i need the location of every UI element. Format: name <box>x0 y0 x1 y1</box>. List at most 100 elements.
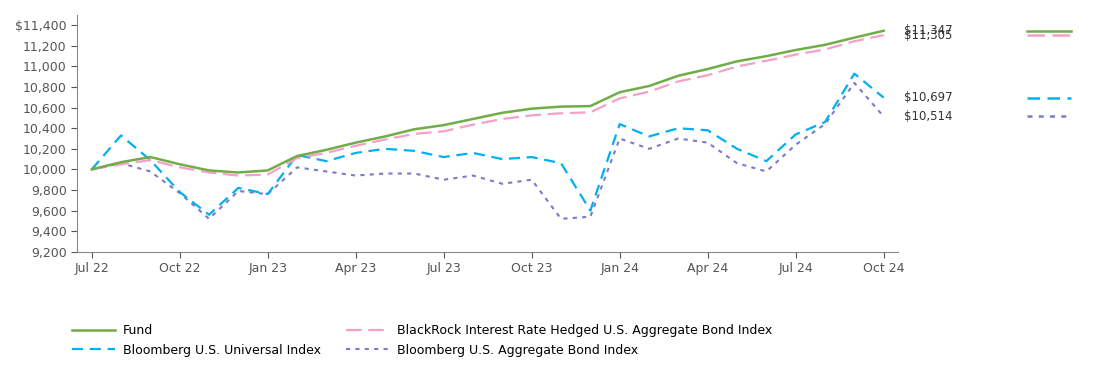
BlackRock Interest Rate Hedged U.S. Aggregate Bond Index <box>173 165 186 170</box>
BlackRock Interest Rate Hedged U.S. Aggregate Bond Index <box>701 73 714 77</box>
Fund <box>818 43 831 47</box>
Legend: Fund, Bloomberg U.S. Universal Index, BlackRock Interest Rate Hedged U.S. Aggreg: Fund, Bloomberg U.S. Universal Index, Bl… <box>71 324 772 356</box>
Bloomberg U.S. Universal Index <box>408 149 421 153</box>
Bloomberg U.S. Universal Index <box>525 155 538 159</box>
Bloomberg U.S. Aggregate Bond Index <box>438 177 451 182</box>
Bloomberg U.S. Universal Index <box>349 151 362 155</box>
Bloomberg U.S. Universal Index <box>232 186 245 190</box>
Fund <box>789 48 802 52</box>
Fund <box>379 134 392 139</box>
Fund <box>760 54 773 58</box>
Text: $10,514: $10,514 <box>905 110 953 123</box>
Bloomberg U.S. Universal Index <box>379 147 392 151</box>
Fund <box>466 117 479 121</box>
Fund <box>319 148 333 152</box>
Bloomberg U.S. Universal Index <box>261 192 275 196</box>
Fund <box>848 35 861 40</box>
Bloomberg U.S. Universal Index <box>613 122 626 126</box>
Bloomberg U.S. Aggregate Bond Index <box>202 217 216 221</box>
Fund <box>202 168 216 173</box>
Bloomberg U.S. Universal Index <box>173 190 186 194</box>
Bloomberg U.S. Aggregate Bond Index <box>319 169 333 174</box>
BlackRock Interest Rate Hedged U.S. Aggregate Bond Index <box>466 122 479 127</box>
Bloomberg U.S. Universal Index <box>818 120 831 124</box>
BlackRock Interest Rate Hedged U.S. Aggregate Bond Index <box>202 170 216 175</box>
Fund <box>438 123 451 127</box>
Text: $11,347: $11,347 <box>905 24 953 37</box>
Bloomberg U.S. Universal Index <box>438 155 451 159</box>
Bloomberg U.S. Universal Index <box>555 161 568 166</box>
Fund <box>85 167 98 171</box>
Bloomberg U.S. Aggregate Bond Index <box>731 161 744 166</box>
Fund <box>173 162 186 167</box>
Bloomberg U.S. Aggregate Bond Index <box>466 173 479 178</box>
Fund <box>349 140 362 145</box>
Bloomberg U.S. Universal Index <box>115 133 128 138</box>
Bloomberg U.S. Universal Index <box>672 126 685 131</box>
Fund <box>555 105 568 109</box>
Bloomberg U.S. Aggregate Bond Index <box>818 122 831 126</box>
Bloomberg U.S. Aggregate Bond Index <box>760 169 773 174</box>
BlackRock Interest Rate Hedged U.S. Aggregate Bond Index <box>115 162 128 167</box>
Fund <box>232 170 245 175</box>
BlackRock Interest Rate Hedged U.S. Aggregate Bond Index <box>438 129 451 134</box>
Bloomberg U.S. Aggregate Bond Index <box>613 136 626 141</box>
Bloomberg U.S. Aggregate Bond Index <box>379 171 392 176</box>
Fund <box>701 67 714 71</box>
BlackRock Interest Rate Hedged U.S. Aggregate Bond Index <box>584 110 597 115</box>
BlackRock Interest Rate Hedged U.S. Aggregate Bond Index <box>731 64 744 69</box>
Bloomberg U.S. Universal Index <box>642 134 655 139</box>
BlackRock Interest Rate Hedged U.S. Aggregate Bond Index <box>525 113 538 118</box>
Bloomberg U.S. Universal Index <box>319 159 333 163</box>
Bloomberg U.S. Aggregate Bond Index <box>85 167 98 171</box>
Bloomberg U.S. Aggregate Bond Index <box>115 161 128 166</box>
Line: Bloomberg U.S. Aggregate Bond Index: Bloomberg U.S. Aggregate Bond Index <box>92 83 884 219</box>
Bloomberg U.S. Universal Index <box>85 167 98 171</box>
Bloomberg U.S. Aggregate Bond Index <box>261 192 275 196</box>
Bloomberg U.S. Aggregate Bond Index <box>496 182 509 186</box>
BlackRock Interest Rate Hedged U.S. Aggregate Bond Index <box>613 96 626 100</box>
Fund <box>261 168 275 173</box>
Bloomberg U.S. Universal Index <box>701 128 714 132</box>
BlackRock Interest Rate Hedged U.S. Aggregate Bond Index <box>818 47 831 52</box>
Bloomberg U.S. Universal Index <box>584 208 597 213</box>
BlackRock Interest Rate Hedged U.S. Aggregate Bond Index <box>789 52 802 57</box>
BlackRock Interest Rate Hedged U.S. Aggregate Bond Index <box>408 132 421 136</box>
BlackRock Interest Rate Hedged U.S. Aggregate Bond Index <box>85 167 98 171</box>
Bloomberg U.S. Aggregate Bond Index <box>173 191 186 195</box>
Line: BlackRock Interest Rate Hedged U.S. Aggregate Bond Index: BlackRock Interest Rate Hedged U.S. Aggr… <box>92 35 884 176</box>
Fund <box>408 127 421 131</box>
BlackRock Interest Rate Hedged U.S. Aggregate Bond Index <box>496 117 509 121</box>
BlackRock Interest Rate Hedged U.S. Aggregate Bond Index <box>877 33 891 37</box>
Bloomberg U.S. Aggregate Bond Index <box>642 147 655 151</box>
Bloomberg U.S. Universal Index <box>848 71 861 76</box>
Fund <box>642 84 655 88</box>
Bloomberg U.S. Aggregate Bond Index <box>143 169 156 174</box>
Bloomberg U.S. Universal Index <box>789 132 802 137</box>
BlackRock Interest Rate Hedged U.S. Aggregate Bond Index <box>319 151 333 155</box>
Line: Fund: Fund <box>92 31 884 173</box>
BlackRock Interest Rate Hedged U.S. Aggregate Bond Index <box>672 79 685 84</box>
Fund <box>584 104 597 108</box>
Bloomberg U.S. Aggregate Bond Index <box>701 140 714 145</box>
Bloomberg U.S. Aggregate Bond Index <box>848 81 861 85</box>
BlackRock Interest Rate Hedged U.S. Aggregate Bond Index <box>291 156 304 160</box>
BlackRock Interest Rate Hedged U.S. Aggregate Bond Index <box>555 111 568 116</box>
BlackRock Interest Rate Hedged U.S. Aggregate Bond Index <box>232 173 245 178</box>
Fund <box>525 106 538 111</box>
Bloomberg U.S. Aggregate Bond Index <box>525 177 538 182</box>
Bloomberg U.S. Universal Index <box>877 96 891 100</box>
Bloomberg U.S. Aggregate Bond Index <box>672 136 685 141</box>
Bloomberg U.S. Aggregate Bond Index <box>877 114 891 119</box>
Bloomberg U.S. Aggregate Bond Index <box>555 217 568 221</box>
Fund <box>115 160 128 164</box>
BlackRock Interest Rate Hedged U.S. Aggregate Bond Index <box>349 144 362 148</box>
Text: $10,697: $10,697 <box>905 91 953 104</box>
Bloomberg U.S. Aggregate Bond Index <box>584 215 597 219</box>
Bloomberg U.S. Aggregate Bond Index <box>291 165 304 170</box>
Text: $11,305: $11,305 <box>905 29 953 42</box>
BlackRock Interest Rate Hedged U.S. Aggregate Bond Index <box>143 158 156 162</box>
BlackRock Interest Rate Hedged U.S. Aggregate Bond Index <box>642 89 655 94</box>
Bloomberg U.S. Universal Index <box>291 153 304 157</box>
Fund <box>496 110 509 115</box>
